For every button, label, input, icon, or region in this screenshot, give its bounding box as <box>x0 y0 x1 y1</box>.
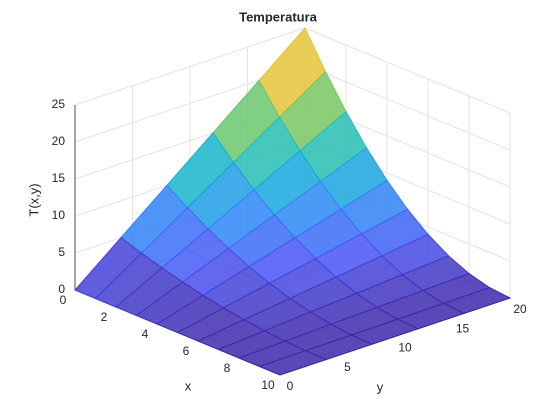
z-tick-label: 20 <box>52 134 66 148</box>
z-tick-label: 5 <box>58 245 65 259</box>
z-tick-label: 10 <box>52 208 66 222</box>
y-tick-label: 10 <box>398 341 412 355</box>
x-tick-label: 10 <box>261 378 275 392</box>
surface-cell <box>258 350 328 376</box>
y-tick-label: 5 <box>344 360 351 374</box>
x-tick-label: 0 <box>60 293 67 307</box>
z-tick-label: 0 <box>58 282 65 296</box>
x-axis-label: x <box>185 378 192 393</box>
x-tick-label: 4 <box>142 327 149 341</box>
x-tick-label: 8 <box>224 361 231 375</box>
y-tick-label: 15 <box>456 321 470 335</box>
z-axis-label: T(x,y) <box>26 183 41 216</box>
z-tick-label: 15 <box>52 171 66 185</box>
chart-title: Temperatura <box>239 9 318 24</box>
x-tick-label: 6 <box>183 344 190 358</box>
y-tick-label: 0 <box>287 379 294 393</box>
z-tick-label: 25 <box>52 97 66 111</box>
y-tick-label: 20 <box>513 302 527 316</box>
x-tick-label: 2 <box>101 310 108 324</box>
y-axis-label: y <box>377 379 384 394</box>
